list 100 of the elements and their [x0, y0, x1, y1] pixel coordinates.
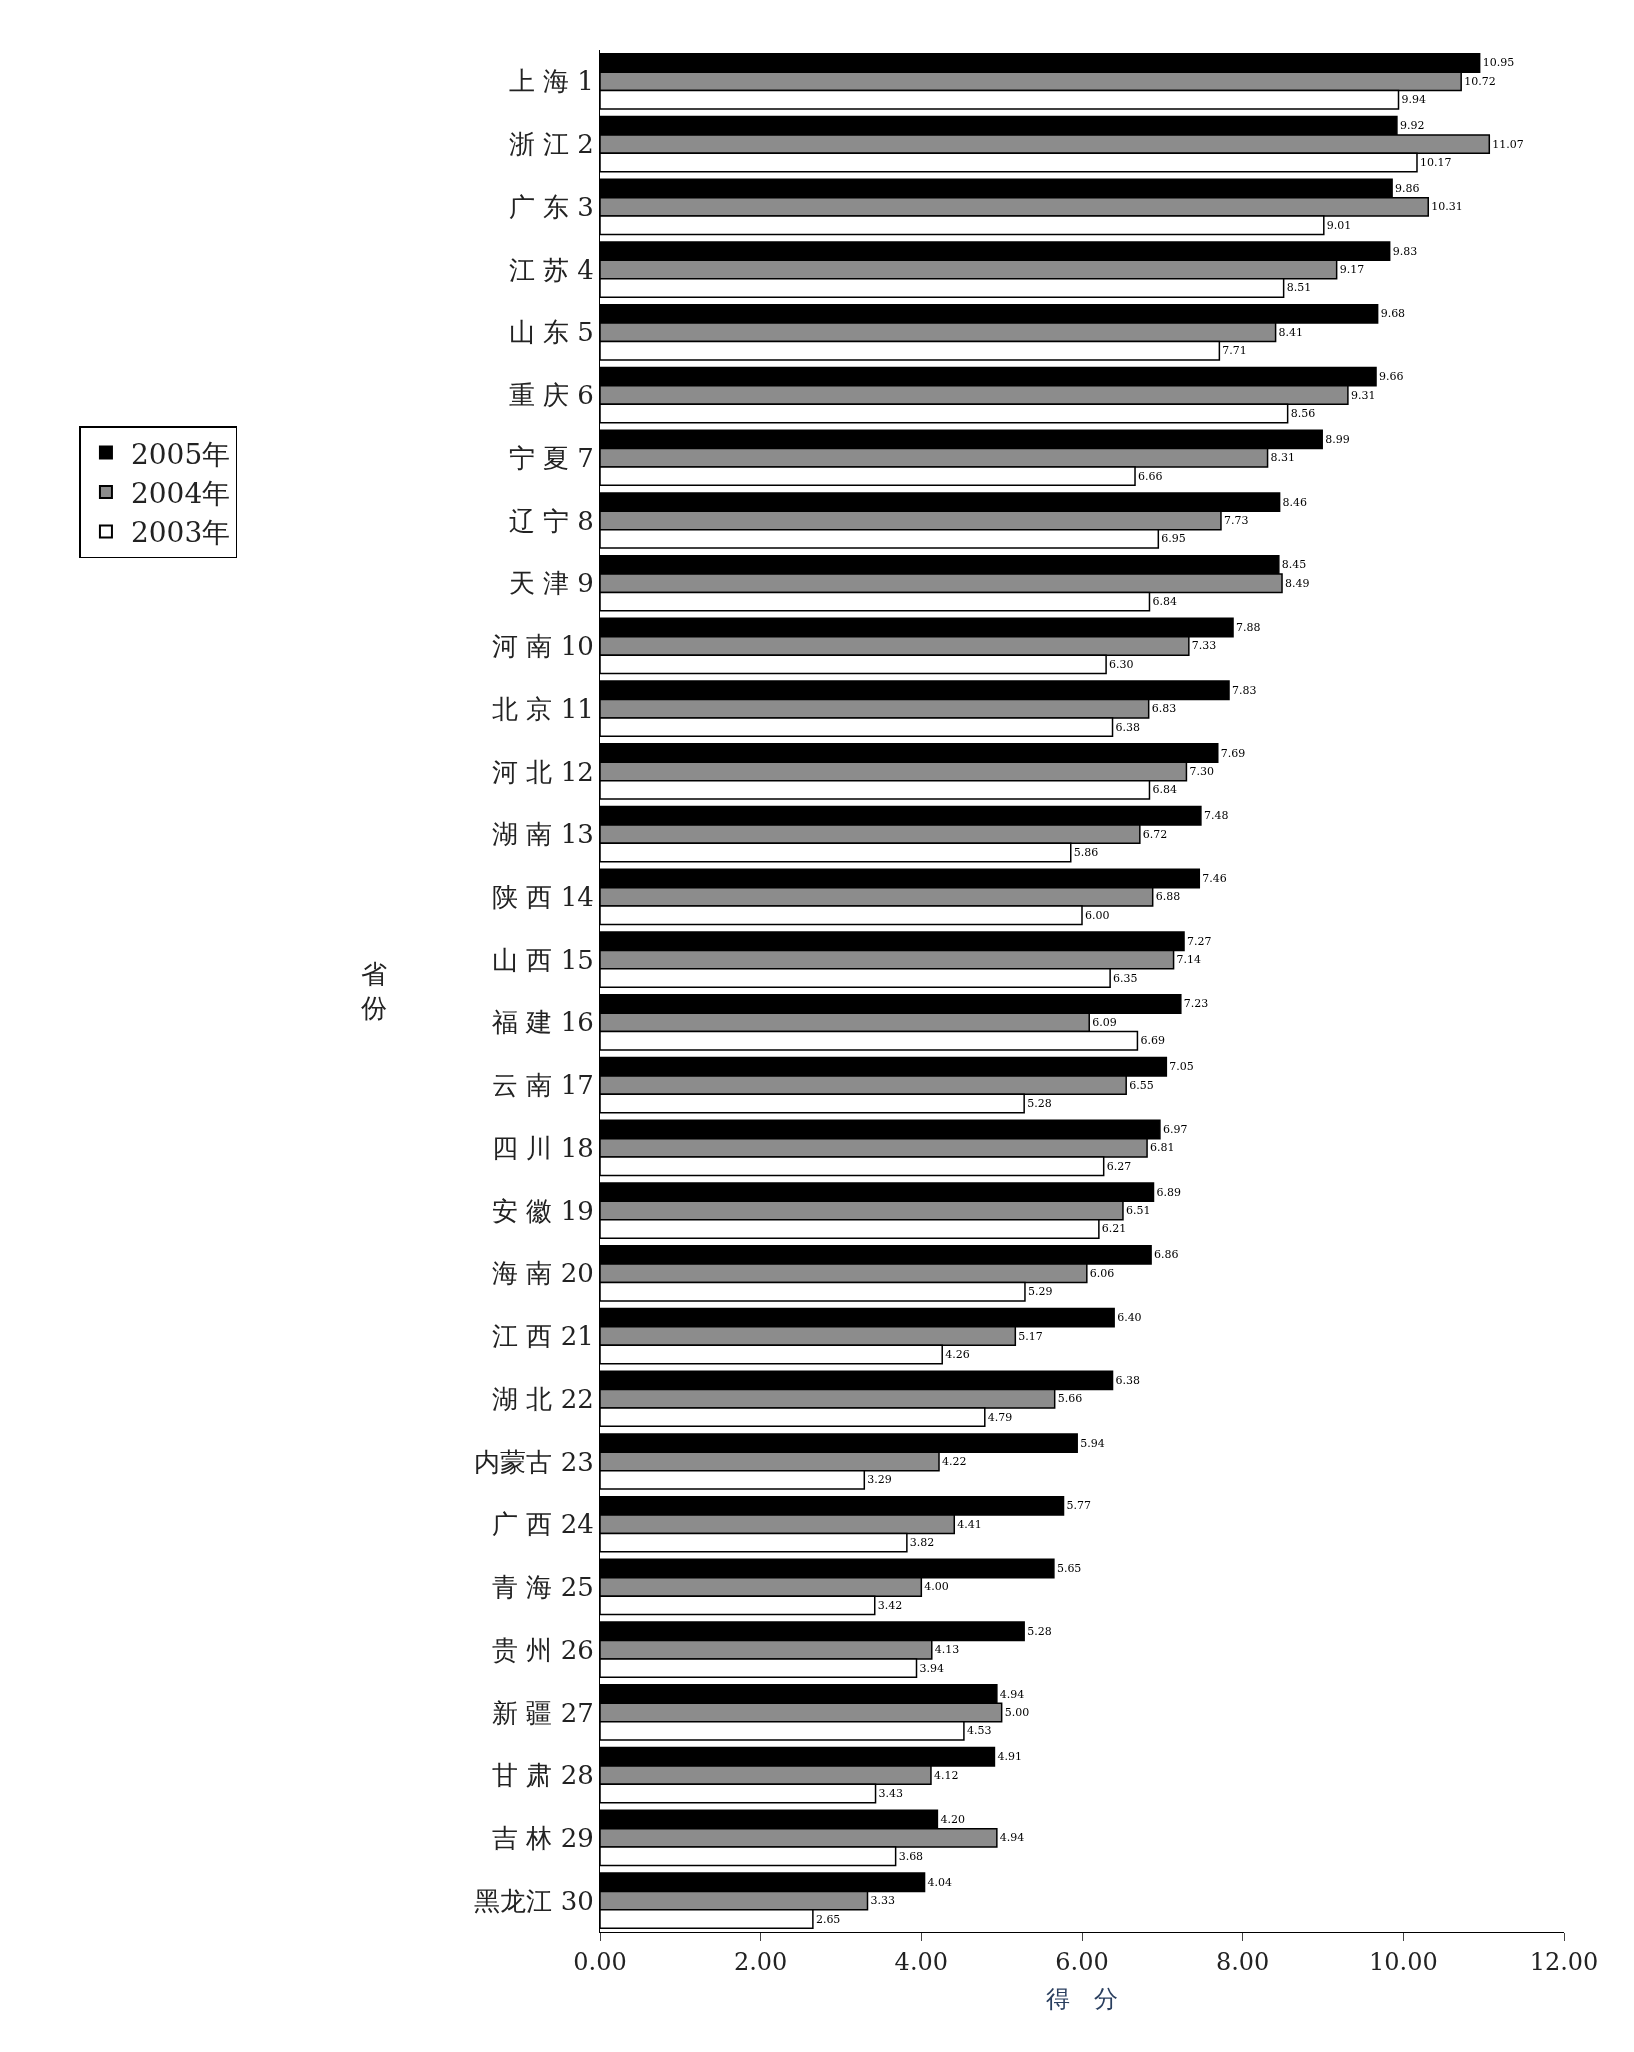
- data-label: 7.71: [1222, 344, 1247, 358]
- y-tick-label: 海 南 20: [492, 1258, 594, 1289]
- y-tick-label: 青 海 25: [492, 1572, 594, 1603]
- legend-label: 2005年: [130, 437, 231, 471]
- data-label: 8.49: [1285, 576, 1310, 590]
- data-label: 4.41: [957, 1517, 982, 1531]
- data-label: 9.94: [1401, 93, 1427, 107]
- data-label: 4.26: [945, 1347, 970, 1361]
- y-tick-label: 河 北 12: [492, 756, 594, 787]
- data-label: 7.33: [1191, 639, 1217, 653]
- data-label: 6.55: [1129, 1078, 1154, 1092]
- data-label: 4.20: [940, 1813, 965, 1826]
- data-label: 8.45: [1281, 558, 1307, 572]
- data-label: 10.72: [1464, 74, 1496, 88]
- data-label: 3.94: [919, 1661, 945, 1675]
- y-tick-label: 湖 南 13: [492, 819, 594, 850]
- y-tick-label: 吉 林 29: [492, 1823, 594, 1853]
- data-label: 9.92: [1399, 119, 1425, 133]
- x-tick-label: 12.00: [1529, 1947, 1599, 1976]
- y-tick-label: 辽 宁 8: [508, 505, 594, 536]
- data-label: 4.53: [966, 1724, 992, 1738]
- data-label: 7.23: [1183, 997, 1209, 1011]
- data-label: 7.46: [1202, 872, 1227, 885]
- y-tick-label: 云 南 17: [492, 1070, 594, 1101]
- data-label: 6.27: [1106, 1159, 1132, 1173]
- data-label: 5.66: [1057, 1392, 1083, 1406]
- data-label: 6.38: [1115, 1373, 1141, 1387]
- y-tick-label: 黑龙江 30: [474, 1885, 594, 1916]
- data-label: 6.84: [1152, 595, 1177, 609]
- data-label: 5.29: [1027, 1285, 1053, 1299]
- data-label: 4.00: [924, 1580, 949, 1594]
- data-label: 6.35: [1113, 971, 1138, 985]
- data-label: 6.88: [1155, 890, 1181, 904]
- data-label: 4.04: [927, 1875, 953, 1889]
- y-tick-label: 安 徽 19: [492, 1195, 594, 1226]
- data-label: 7.88: [1236, 621, 1261, 635]
- data-label: 10.95: [1482, 56, 1515, 70]
- data-label: 3.29: [867, 1473, 892, 1487]
- data-label: 9.83: [1392, 244, 1418, 258]
- y-tick-label: 湖 北 22: [492, 1383, 594, 1414]
- legend-label: 2004年: [130, 476, 231, 510]
- data-label: 6.95: [1161, 532, 1186, 546]
- data-label: 7.73: [1223, 514, 1249, 527]
- data-label: 6.21: [1101, 1222, 1127, 1236]
- data-label: 8.51: [1286, 281, 1312, 295]
- y-tick-label: 江 西 21: [492, 1321, 594, 1352]
- data-label: 6.69: [1140, 1034, 1165, 1048]
- data-label: 9.31: [1350, 388, 1376, 402]
- data-label: 3.42: [877, 1598, 903, 1612]
- data-label: 3.33: [870, 1894, 896, 1908]
- x-tick-label: 6.00: [1055, 1947, 1109, 1976]
- data-label: 6.30: [1109, 657, 1134, 671]
- data-label: 4.91: [997, 1750, 1022, 1764]
- data-label: 3.43: [878, 1787, 904, 1801]
- x-tick-label: 10.00: [1368, 1947, 1438, 1976]
- data-label: 7.05: [1169, 1060, 1194, 1074]
- data-label: 7.83: [1232, 683, 1257, 697]
- data-label: 8.56: [1290, 406, 1316, 420]
- data-label: 6.84: [1152, 783, 1177, 797]
- data-label: 3.82: [909, 1536, 935, 1550]
- y-tick-label: 内蒙古 23: [474, 1446, 594, 1477]
- data-label: 6.86: [1154, 1248, 1179, 1262]
- data-label: 6.06: [1089, 1266, 1115, 1280]
- x-tick-label: 8.00: [1215, 1947, 1270, 1976]
- x-tick-label: 2.00: [733, 1947, 788, 1976]
- y-axis-title: 省份: [361, 959, 387, 1023]
- y-tick-label: 山 西 15: [492, 944, 594, 975]
- data-label: 8.41: [1278, 325, 1304, 339]
- data-label: 5.65: [1056, 1562, 1082, 1576]
- data-label: 6.38: [1115, 720, 1141, 734]
- y-tick-label: 北 京 11: [492, 693, 594, 724]
- data-label: 9.01: [1326, 218, 1352, 232]
- y-tick-label: 上 海 1: [508, 66, 594, 97]
- data-label: 4.13: [934, 1643, 960, 1657]
- y-tick-label: 宁 夏 7: [508, 442, 594, 473]
- data-label: 4.22: [942, 1455, 967, 1468]
- data-label: 4.12: [933, 1768, 959, 1782]
- data-label: 4.79: [987, 1410, 1013, 1424]
- x-tick-label: 4.00: [894, 1947, 949, 1976]
- data-label: 6.83: [1151, 702, 1177, 716]
- data-label: 9.17: [1339, 263, 1365, 277]
- data-label: 5.28: [1027, 1624, 1052, 1638]
- data-label: 7.27: [1187, 934, 1212, 948]
- data-label: 10.31: [1431, 200, 1463, 214]
- data-label: 4.94: [999, 1687, 1025, 1701]
- data-label: 6.40: [1117, 1311, 1142, 1325]
- data-label: 9.86: [1395, 181, 1420, 195]
- legend-label: 2003年: [130, 516, 231, 550]
- x-axis-title: 得 分: [1046, 1985, 1118, 2014]
- y-tick-label: 陕 西 14: [492, 882, 594, 912]
- data-label: 7.48: [1203, 809, 1229, 823]
- y-tick-label: 四 川 18: [492, 1132, 594, 1163]
- data-label: 5.94: [1080, 1436, 1105, 1450]
- data-label: 9.68: [1380, 307, 1406, 321]
- data-label: 5.17: [1018, 1329, 1043, 1343]
- data-label: 8.31: [1270, 451, 1296, 465]
- data-label: 6.89: [1156, 1185, 1181, 1199]
- y-tick-label: 广 西 24: [492, 1509, 594, 1540]
- data-label: 8.99: [1325, 432, 1350, 446]
- data-label: 5.00: [1004, 1705, 1030, 1719]
